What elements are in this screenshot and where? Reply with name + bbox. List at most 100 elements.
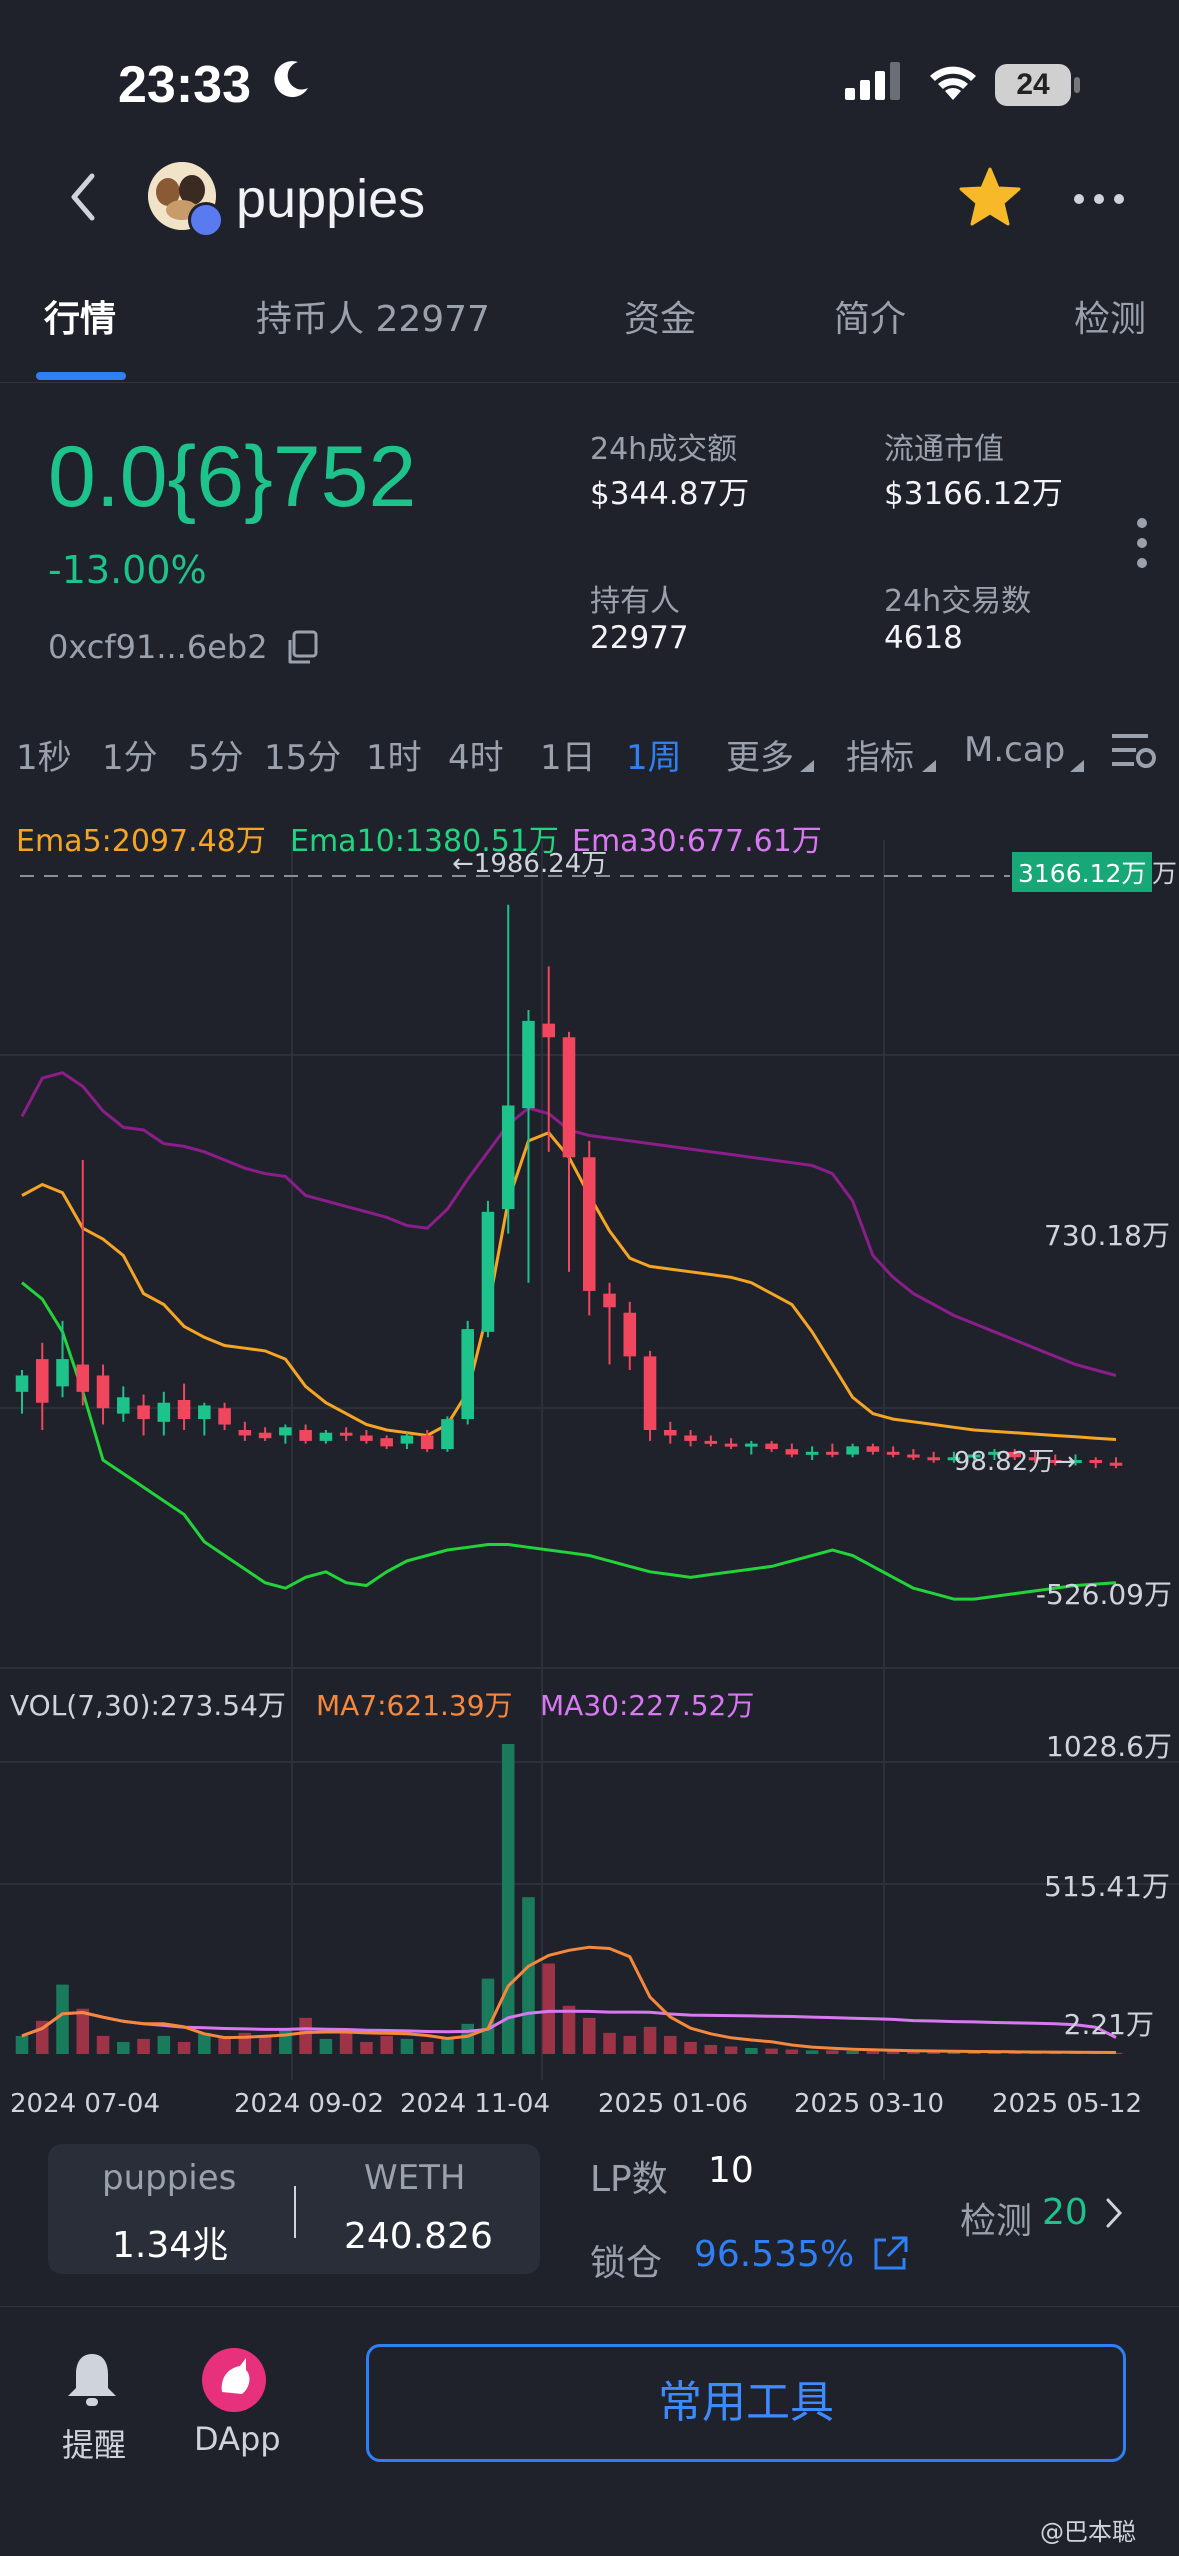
tab-holders[interactable]: 持币人 22977 <box>256 299 490 340</box>
candle-body <box>279 1427 292 1436</box>
volume-bar <box>886 2051 900 2054</box>
lock-label: 锁仓 <box>590 2243 663 2284</box>
interval-1m[interactable]: 1分 <box>102 738 158 778</box>
candle-body <box>198 1405 211 1420</box>
volume-bar <box>501 1744 515 2054</box>
indicators-menu[interactable]: 指标 <box>846 738 914 778</box>
x-tick-label: 2024 09-02 <box>234 2089 384 2119</box>
interval-1w[interactable]: 1周 <box>626 738 682 778</box>
candle-body <box>947 1457 961 1461</box>
check-label[interactable]: 检测 <box>960 2201 1033 2242</box>
candle-body <box>157 1402 171 1422</box>
tab-intro[interactable]: 简介 <box>834 299 907 340</box>
vertical-more-icon[interactable] <box>1135 516 1149 570</box>
interval-5m[interactable]: 5分 <box>188 738 244 778</box>
unicorn-icon <box>221 2358 250 2394</box>
contract-address: 0xcf91...6eb2 <box>48 628 268 666</box>
volume-bar <box>461 2023 474 2054</box>
volume-bar <box>947 2051 961 2054</box>
volume-bar <box>117 2041 130 2054</box>
chevron-right-icon[interactable] <box>1104 2196 1124 2230</box>
volume-bar <box>664 2035 677 2054</box>
more-menu-icon[interactable] <box>1072 192 1126 206</box>
candle-body <box>846 1446 859 1455</box>
interval-4h[interactable]: 4时 <box>448 738 504 778</box>
volume-bar <box>15 2035 29 2054</box>
lock-value[interactable]: 96.535% <box>694 2234 855 2275</box>
candle-body <box>582 1157 596 1291</box>
volume-bar <box>724 2046 738 2054</box>
interval-15m[interactable]: 15分 <box>264 738 342 778</box>
candle-body <box>826 1451 839 1455</box>
candle-body <box>967 1454 981 1458</box>
candle-body <box>177 1400 191 1420</box>
dapp-icon[interactable] <box>202 2348 266 2412</box>
dapp-label[interactable]: DApp <box>194 2420 281 2458</box>
alert-label[interactable]: 提醒 <box>62 2426 127 2464</box>
chart-settings-icon[interactable] <box>1110 728 1158 772</box>
volume-bar <box>76 2008 90 2054</box>
candle-body <box>907 1454 920 1458</box>
bell-icon[interactable] <box>64 2350 120 2410</box>
battery-indicator: 24 <box>995 64 1071 106</box>
stat-label-market-cap: 流通市值 <box>884 432 1004 467</box>
tab-check[interactable]: 检测 <box>1074 299 1147 340</box>
interval-1d[interactable]: 1日 <box>540 738 596 778</box>
dropdown-triangle-icon <box>1070 760 1084 772</box>
check-value[interactable]: 20 <box>1042 2192 1088 2233</box>
battery-tip <box>1074 77 1080 93</box>
interval-1h[interactable]: 1时 <box>366 738 422 778</box>
volume-bar <box>623 2035 637 2054</box>
ma30-line <box>21 2009 1117 2039</box>
volume-bar <box>866 2050 880 2054</box>
volume-bar <box>1109 2052 1123 2054</box>
stat-value-24h-volume: $344.87万 <box>590 476 750 512</box>
interval-1s[interactable]: 1秒 <box>16 738 72 778</box>
x-tick-label: 2025 03-10 <box>794 2089 944 2119</box>
volume-bar <box>562 2005 576 2054</box>
candle-body <box>664 1430 677 1436</box>
dropdown-triangle-icon <box>922 760 936 772</box>
last-price-tag-text: 3166.12万 <box>1018 859 1146 888</box>
price-chart[interactable]: ←1986.24万 3166.12万 万 730.18万 98.82万→ -526.09万… <box>0 840 1179 2120</box>
active-tab-indicator <box>36 372 126 380</box>
candle-body <box>643 1356 657 1430</box>
volume-bar <box>603 2032 616 2054</box>
external-link-icon[interactable] <box>870 2234 910 2274</box>
back-chevron-icon[interactable] <box>68 172 98 222</box>
candle-body <box>988 1451 1001 1455</box>
volume-bar <box>198 2032 211 2054</box>
candle-body <box>623 1312 637 1357</box>
candle-body <box>137 1405 150 1420</box>
copy-icon[interactable] <box>282 628 322 668</box>
volume-bar <box>96 2035 110 2054</box>
favorite-star-icon[interactable] <box>958 166 1022 228</box>
candle-body <box>481 1211 495 1332</box>
candle-body <box>117 1397 130 1414</box>
interval-more[interactable]: 更多 <box>726 738 794 778</box>
legend-ema5: Ema5:2097.48万 <box>16 824 266 859</box>
common-tools-button[interactable]: 常用工具 <box>366 2344 1126 2462</box>
candle-body <box>461 1329 474 1420</box>
candle-body <box>1028 1457 1042 1461</box>
volume-bar <box>258 2035 272 2054</box>
volume-bar <box>157 2035 171 2054</box>
tab-market[interactable]: 行情 <box>44 299 117 340</box>
candle-body <box>258 1432 272 1439</box>
tab-funds[interactable]: 资金 <box>624 299 697 340</box>
liquidity-pair-panel: puppies 1.34兆 WETH 240.826 <box>48 2144 540 2274</box>
max-price-label: ←1986.24万 <box>452 849 607 879</box>
candle-body <box>299 1430 312 1441</box>
candle-body <box>684 1435 697 1441</box>
current-price-label: 98.82万→ <box>954 1447 1076 1477</box>
candle-body <box>1069 1460 1082 1463</box>
cellular-signal-icon <box>845 62 900 100</box>
volume-bar <box>177 2041 191 2054</box>
dropdown-triangle-icon <box>800 760 814 772</box>
candle-body <box>1008 1451 1021 1458</box>
mcap-toggle[interactable]: M.cap <box>964 730 1066 770</box>
interval-bar: 1秒 1分 5分 15分 1时 4时 1日 1周 更多 指标 M.cap <box>0 730 1179 780</box>
last-price-tag-unit: 万 <box>1152 859 1177 888</box>
volume-bar <box>380 2035 393 2054</box>
legend-ma7: MA7:621.39万 <box>316 1689 513 1722</box>
